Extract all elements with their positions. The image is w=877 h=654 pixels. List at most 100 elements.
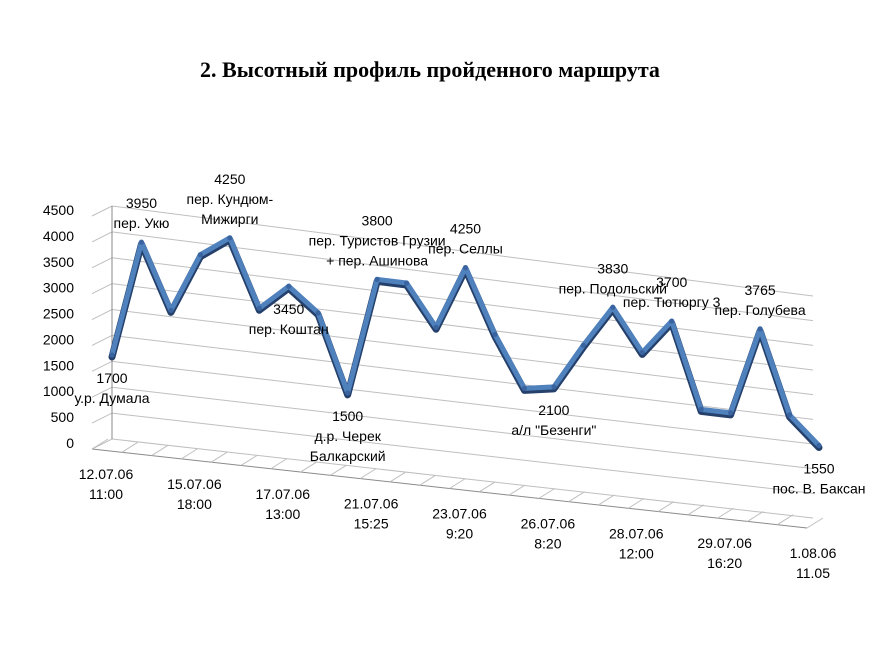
x-tick-line: 18:00	[177, 496, 212, 512]
annotation-label: пер. Коштан	[249, 321, 329, 337]
x-tick-line: 1.08.06	[790, 545, 837, 561]
x-tick-label: 21.07.06 15:25	[344, 496, 399, 532]
annotation-label: + пер. Ашинова	[326, 252, 428, 268]
data-point	[816, 442, 822, 449]
floor-tick	[121, 441, 139, 453]
x-tick-line: 15.07.06	[167, 476, 222, 492]
annotation: 1700 у.р. Думала	[74, 370, 149, 406]
y-tick-label: 2500	[43, 306, 74, 322]
floor-tick	[91, 438, 109, 450]
annotation-label: а/л "Безенги"	[511, 422, 596, 438]
annotation-label: Балкарский	[310, 448, 386, 464]
annotation: 1550 пос. В. Баксан	[772, 461, 865, 497]
x-tick-label: 26.07.06 8:20	[521, 515, 576, 551]
y-tick-label: 1500	[43, 357, 74, 373]
x-tick-label: 15.07.06 18:00	[167, 476, 222, 512]
annotation-value: 3830	[597, 260, 628, 276]
floor-tick	[210, 451, 228, 463]
y-tick-label: 0	[66, 435, 74, 451]
annotation: 3700 пер. Тютюргу 3	[623, 274, 721, 310]
floor-tick	[449, 478, 466, 489]
data-point	[403, 280, 410, 286]
floor-tick	[717, 507, 734, 519]
y-tick-label: 1000	[43, 383, 74, 399]
annotation-value: 4250	[450, 221, 481, 237]
floor-tick	[330, 464, 347, 476]
data-point	[227, 235, 233, 241]
data-point	[610, 304, 616, 310]
annotation-label: у.р. Думала	[74, 390, 149, 406]
floor-tick	[508, 484, 526, 496]
floor-tick	[806, 517, 824, 529]
data-point	[374, 276, 380, 282]
floor-tick	[568, 491, 585, 503]
floor-tick	[240, 455, 258, 466]
data-point	[286, 283, 292, 289]
annotation: 3950 пер. Укю	[114, 195, 170, 231]
data-point	[462, 265, 469, 271]
annotation-value: 3450	[273, 301, 304, 317]
data-point	[315, 310, 321, 316]
y-tick-label: 4000	[43, 228, 74, 244]
annotations-layer: 1700 у.р. Думала 3950 пер. Укю 4250 пер. Кунд…	[74, 171, 865, 497]
floor-tick	[598, 494, 615, 506]
annotation-value: 3765	[745, 282, 776, 298]
annotation-value: 1700	[96, 370, 127, 386]
floor-tick	[657, 501, 675, 512]
x-tick-line: 29.07.06	[697, 535, 752, 551]
annotation-label: пер. Кундюм-	[187, 191, 274, 207]
annotation: 4250 пер. Селлы	[428, 221, 503, 257]
annotation: 4250 пер. Кундюм- Мижирги	[187, 171, 274, 227]
x-tick-label: 12.07.06 11:00	[79, 466, 134, 502]
data-point	[197, 252, 203, 258]
grid-layer	[91, 205, 824, 529]
data-point	[138, 239, 145, 245]
floor-tick	[687, 504, 705, 516]
data-point	[492, 331, 498, 338]
x-tick-line: 21.07.06	[344, 496, 399, 512]
annotation-value: 2100	[538, 402, 569, 418]
x-tick-line: 9:20	[446, 526, 473, 542]
annotation-label: пер. Подольский	[559, 280, 667, 296]
annotation-label: пер. Селлы	[428, 241, 503, 257]
x-tick-label: 28.07.06 12:00	[609, 525, 664, 561]
annotation: 3800 пер. Туристов Грузии + пер. Ашинова	[309, 212, 446, 268]
floor-tick	[627, 497, 645, 509]
x-tick-label: 17.07.06 13:00	[256, 486, 311, 522]
data-point	[168, 307, 174, 313]
data-point	[345, 390, 351, 396]
annotation: 3830 пер. Подольский	[559, 260, 667, 296]
floor-tick	[538, 487, 556, 499]
x-tick-label: 1.08.06 11.05	[790, 545, 837, 581]
x-tick-line: 12:00	[619, 545, 654, 561]
annotation-label: д.р. Черек	[314, 428, 381, 444]
data-point	[109, 352, 115, 358]
floor-tick	[300, 461, 317, 473]
chart-title: 2. Высотный профиль пройденного маршрута	[200, 57, 660, 82]
annotation-label: Мижирги	[201, 211, 258, 227]
annotation: 2100 а/л "Безенги"	[511, 402, 596, 438]
data-point	[521, 385, 528, 391]
x-tick-line: 16:20	[707, 555, 742, 571]
data-point	[551, 384, 557, 390]
gridline-2000	[91, 334, 814, 420]
x-tick-line: 12.07.06	[79, 466, 134, 482]
data-point	[639, 349, 645, 356]
x-tick-line: 8:20	[534, 535, 561, 551]
annotation-label: пер. Тютюргу 3	[623, 294, 721, 310]
annotation-label: пер. Туристов Грузии	[309, 232, 446, 248]
floor-tick	[776, 514, 794, 526]
x-tick-line: 17.07.06	[256, 486, 311, 502]
y-tick-label: 3000	[43, 280, 74, 296]
x-tick-line: 28.07.06	[609, 525, 664, 541]
x-tick-line: 15:25	[354, 516, 389, 532]
data-point	[433, 324, 439, 330]
floor-tick	[747, 510, 764, 522]
x-tick-line: 13:00	[265, 506, 300, 522]
y-tick-label: 3500	[43, 254, 74, 270]
annotation-value: 1500	[332, 408, 363, 424]
y-tick-label: 2000	[43, 331, 74, 347]
annotation-label: пос. В. Баксан	[772, 481, 865, 497]
annotation-value: 4250	[214, 171, 245, 187]
